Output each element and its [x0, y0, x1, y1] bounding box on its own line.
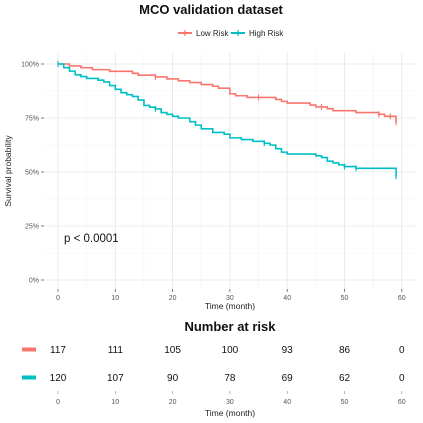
risk-count-low-risk: 117 — [50, 345, 66, 356]
risk-table-x-axis-title: Time (month) — [205, 408, 255, 418]
legend-label-low-risk: Low Risk — [196, 29, 229, 38]
risk-count-low-risk: 111 — [108, 345, 124, 356]
y-tick-label: 75% — [25, 116, 39, 123]
x-tick-label: 0 — [56, 295, 60, 302]
risk-x-tick-label: 10 — [111, 399, 119, 406]
x-tick-label: 10 — [111, 295, 119, 302]
x-tick-label: 40 — [283, 295, 291, 302]
risk-x-tick-label: 30 — [226, 399, 234, 406]
risk-count-high-risk: 0 — [399, 373, 405, 384]
y-axis-ticks: 0% 25% 50% 75% 100% — [21, 62, 44, 285]
risk-count-high-risk: 62 — [339, 373, 351, 384]
risk-count-low-risk: 93 — [282, 345, 294, 356]
risk-count-low-risk: 86 — [339, 345, 351, 356]
risk-count-high-risk: 120 — [50, 373, 67, 384]
km-curve-high-risk — [58, 63, 397, 177]
x-tick-label: 30 — [226, 295, 234, 302]
grid-lines — [44, 52, 416, 289]
x-tick-label: 20 — [169, 295, 177, 302]
x-axis-title: Time (month) — [205, 301, 255, 311]
risk-count-low-risk: 0 — [399, 345, 405, 356]
risk-table: 117 111 105 100 93 86 0 120 107 90 78 69 62 0 0 10 20 30 4… — [22, 345, 406, 406]
censor-marks — [57, 61, 397, 180]
y-tick-label: 0% — [29, 278, 39, 285]
risk-table-title: Number at risk — [184, 319, 276, 334]
risk-x-tick-label: 50 — [341, 399, 349, 406]
legend-label-high-risk: High Risk — [249, 29, 284, 38]
risk-count-high-risk: 78 — [224, 373, 236, 384]
chart-title: MCO validation dataset — [139, 2, 283, 17]
y-tick-label: 100% — [21, 62, 39, 69]
x-tick-label: 60 — [398, 295, 406, 302]
x-axis-ticks: 0 10 20 30 40 50 60 — [56, 289, 406, 302]
risk-count-high-risk: 107 — [107, 373, 124, 384]
y-axis-title: Survival probability — [3, 135, 13, 207]
risk-x-tick-label: 20 — [169, 399, 177, 406]
p-value-annotation: p < 0.0001 — [64, 233, 119, 245]
x-tick-label: 50 — [341, 295, 349, 302]
risk-count-high-risk: 69 — [282, 373, 294, 384]
plot-panel: 0% 25% 50% 75% 100% 0 10 20 30 40 50 60 — [21, 52, 416, 302]
risk-count-high-risk: 90 — [167, 373, 179, 384]
risk-x-tick-label: 0 — [56, 399, 60, 406]
y-tick-label: 25% — [25, 224, 39, 231]
legend: Low Risk High Risk — [178, 29, 284, 38]
risk-x-tick-label: 60 — [398, 399, 406, 406]
km-curve-low-risk — [58, 63, 397, 123]
survival-curves — [58, 63, 397, 177]
risk-x-tick-label: 40 — [283, 399, 291, 406]
y-tick-label: 50% — [25, 170, 39, 177]
risk-count-low-risk: 100 — [222, 345, 239, 356]
risk-count-low-risk: 105 — [164, 345, 181, 356]
